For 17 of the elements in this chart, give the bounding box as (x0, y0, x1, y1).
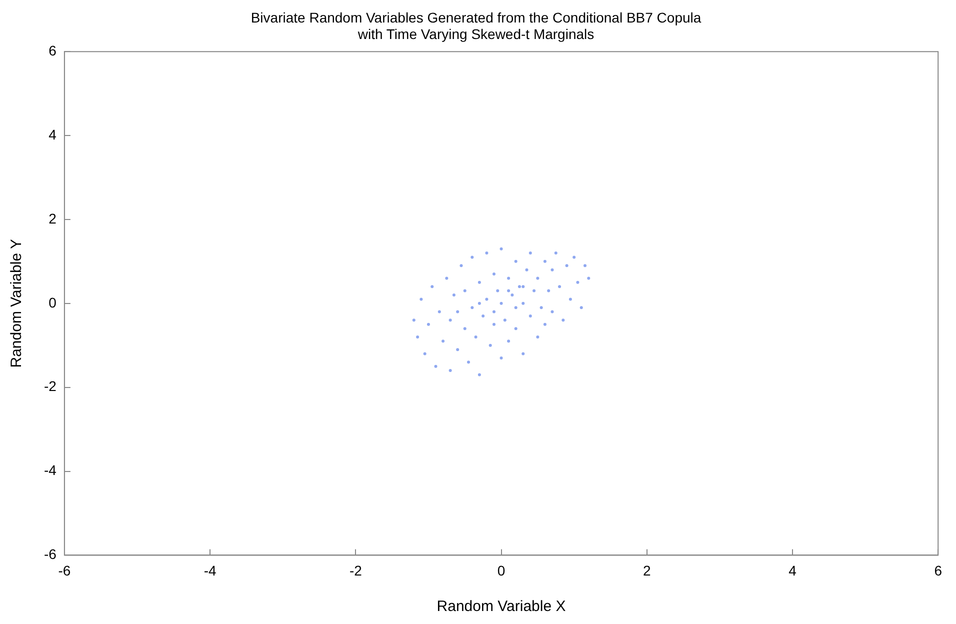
y-tick-label: -4 (44, 462, 57, 478)
y-tick-label: 2 (48, 210, 57, 226)
y-tick-label: 4 (48, 126, 57, 142)
y-axis-title: Random Variable Y (8, 239, 26, 368)
x-tick-label: 2 (642, 562, 651, 578)
x-tick-label: 6 (934, 562, 942, 578)
y-tick-label: -6 (44, 546, 57, 562)
x-tick-label: -4 (204, 562, 216, 578)
y-tick-label: -2 (44, 378, 57, 394)
y-tick-label: 6 (48, 42, 57, 58)
y-tick-label: 0 (48, 294, 57, 310)
x-tick-label: -2 (349, 562, 362, 578)
x-axis-title: Random Variable X (436, 598, 566, 616)
text: Bivariate Random Variables Generated from the Conditional BB7 Copula (250, 9, 702, 26)
x-tick-label: 4 (788, 562, 797, 578)
text: with Time Varying Skewed-t Marginals (358, 26, 594, 42)
x-tick-label: 0 (497, 562, 506, 578)
